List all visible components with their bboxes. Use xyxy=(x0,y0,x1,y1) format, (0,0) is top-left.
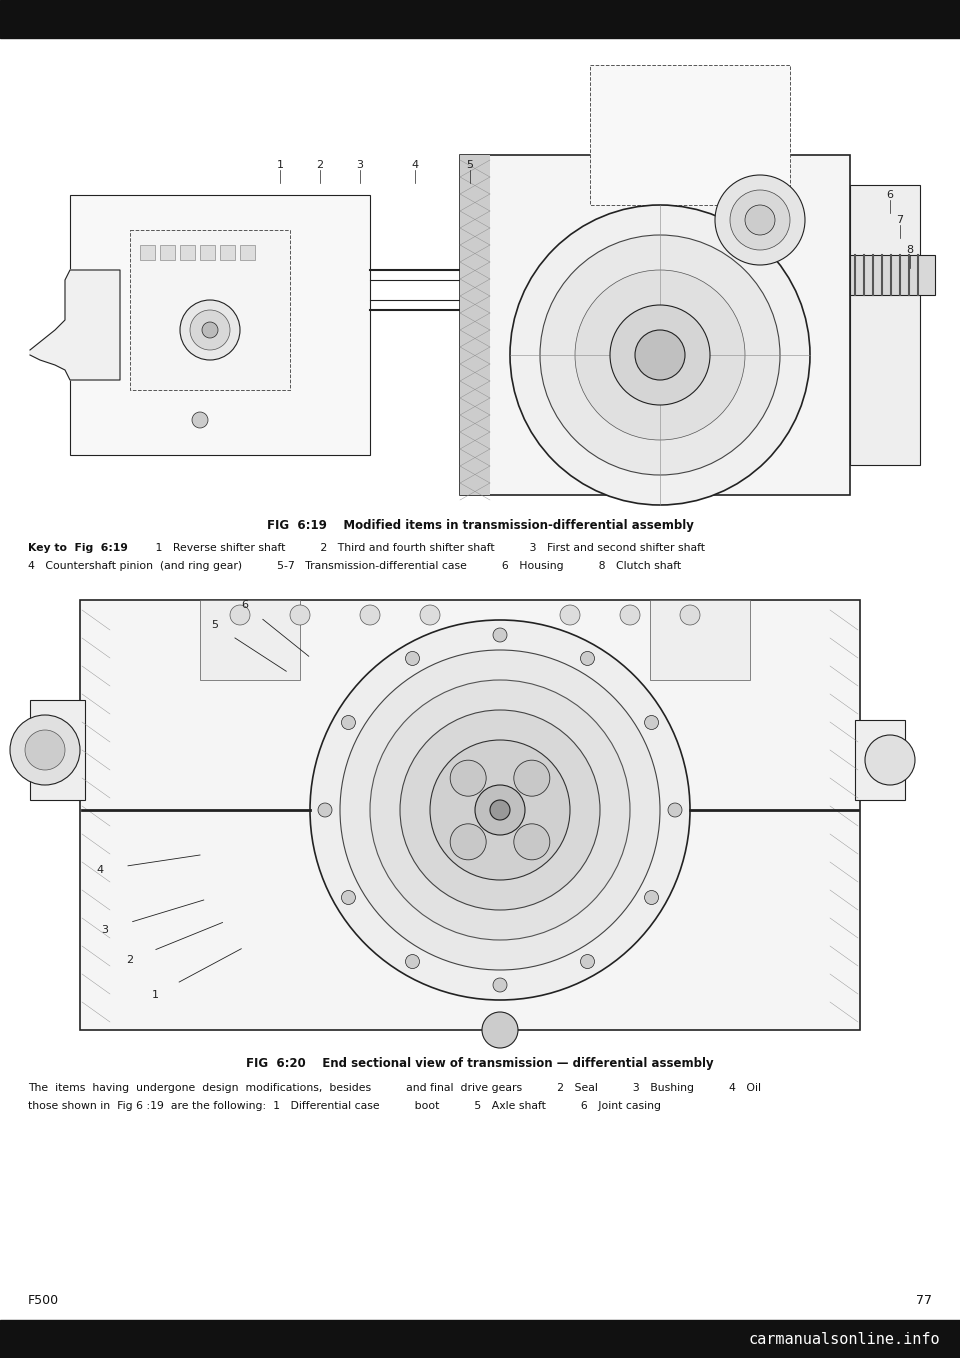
Circle shape xyxy=(514,824,550,860)
Circle shape xyxy=(514,760,550,796)
Text: those shown in  Fig 6 :19  are the following:  1   Differential case          bo: those shown in Fig 6 :19 are the followi… xyxy=(28,1101,661,1111)
Circle shape xyxy=(360,606,380,625)
Circle shape xyxy=(450,760,486,796)
Bar xyxy=(0,0,960,38)
Circle shape xyxy=(493,978,507,991)
Text: 4   Countershaft pinion  (and ring gear)          5-7   Transmission-differentia: 4 Countershaft pinion (and ring gear) 5-… xyxy=(28,561,682,570)
Circle shape xyxy=(644,891,659,904)
Circle shape xyxy=(450,824,486,860)
Circle shape xyxy=(10,716,80,785)
Circle shape xyxy=(560,606,580,625)
Circle shape xyxy=(430,740,570,880)
Text: 4: 4 xyxy=(96,865,104,875)
Circle shape xyxy=(620,606,640,625)
Bar xyxy=(0,1320,960,1358)
Circle shape xyxy=(290,606,310,625)
Circle shape xyxy=(230,606,250,625)
Circle shape xyxy=(635,330,685,380)
FancyBboxPatch shape xyxy=(200,244,215,259)
Circle shape xyxy=(730,190,790,250)
Circle shape xyxy=(190,310,230,350)
FancyBboxPatch shape xyxy=(240,244,255,259)
Circle shape xyxy=(420,606,440,625)
Circle shape xyxy=(475,785,525,835)
Circle shape xyxy=(575,270,745,440)
Circle shape xyxy=(510,205,810,505)
Text: 6: 6 xyxy=(886,190,894,200)
Circle shape xyxy=(405,955,420,968)
FancyBboxPatch shape xyxy=(140,244,155,259)
FancyBboxPatch shape xyxy=(80,600,860,1029)
FancyBboxPatch shape xyxy=(850,185,920,464)
Text: FIG  6:20    End sectional view of transmission — differential assembly: FIG 6:20 End sectional view of transmiss… xyxy=(246,1057,714,1070)
Text: 1: 1 xyxy=(276,160,283,170)
Text: 1   Reverse shifter shaft          2   Third and fourth shifter shaft          3: 1 Reverse shifter shaft 2 Third and four… xyxy=(145,543,705,553)
Text: 5: 5 xyxy=(211,621,219,630)
Circle shape xyxy=(493,627,507,642)
FancyBboxPatch shape xyxy=(460,155,490,496)
FancyBboxPatch shape xyxy=(200,600,300,680)
Text: 2: 2 xyxy=(127,955,133,966)
Circle shape xyxy=(745,205,775,235)
Circle shape xyxy=(192,411,208,428)
Text: 8: 8 xyxy=(906,244,914,255)
Circle shape xyxy=(581,955,594,968)
Circle shape xyxy=(540,235,780,475)
FancyBboxPatch shape xyxy=(160,244,175,259)
Circle shape xyxy=(610,306,710,405)
Circle shape xyxy=(490,800,510,820)
Circle shape xyxy=(318,803,332,818)
Text: Key to  Fig  6:19: Key to Fig 6:19 xyxy=(28,543,128,553)
FancyBboxPatch shape xyxy=(590,65,790,205)
FancyBboxPatch shape xyxy=(850,255,935,295)
Text: 6: 6 xyxy=(242,600,249,610)
FancyBboxPatch shape xyxy=(130,230,290,390)
Text: 5: 5 xyxy=(467,160,473,170)
Text: 2: 2 xyxy=(317,160,324,170)
FancyBboxPatch shape xyxy=(180,244,195,259)
Circle shape xyxy=(202,322,218,338)
FancyBboxPatch shape xyxy=(70,196,370,455)
Circle shape xyxy=(342,891,355,904)
Text: 4: 4 xyxy=(412,160,419,170)
Text: 1: 1 xyxy=(152,990,158,999)
Circle shape xyxy=(405,652,420,665)
Circle shape xyxy=(644,716,659,729)
Circle shape xyxy=(668,803,682,818)
FancyBboxPatch shape xyxy=(460,155,850,496)
Circle shape xyxy=(680,606,700,625)
Text: 77: 77 xyxy=(916,1294,932,1306)
Text: F500: F500 xyxy=(28,1294,60,1306)
Text: carmanualsonline.info: carmanualsonline.info xyxy=(749,1331,940,1347)
Text: The  items  having  undergone  design  modifications,  besides          and fina: The items having undergone design modifi… xyxy=(28,1082,761,1093)
Circle shape xyxy=(25,731,65,770)
Circle shape xyxy=(715,175,805,265)
Text: FIG  6:19    Modified items in transmission-differential assembly: FIG 6:19 Modified items in transmission-… xyxy=(267,519,693,531)
Circle shape xyxy=(342,716,355,729)
Circle shape xyxy=(180,300,240,360)
Text: 3: 3 xyxy=(356,160,364,170)
Text: 7: 7 xyxy=(897,215,903,225)
Text: 3: 3 xyxy=(102,925,108,936)
FancyBboxPatch shape xyxy=(855,720,905,800)
Circle shape xyxy=(482,1012,518,1048)
FancyBboxPatch shape xyxy=(220,244,235,259)
FancyBboxPatch shape xyxy=(30,699,85,800)
FancyBboxPatch shape xyxy=(650,600,750,680)
Circle shape xyxy=(370,680,630,940)
Circle shape xyxy=(581,652,594,665)
Circle shape xyxy=(865,735,915,785)
Circle shape xyxy=(400,710,600,910)
Polygon shape xyxy=(30,270,120,380)
Circle shape xyxy=(340,650,660,970)
Circle shape xyxy=(310,621,690,999)
